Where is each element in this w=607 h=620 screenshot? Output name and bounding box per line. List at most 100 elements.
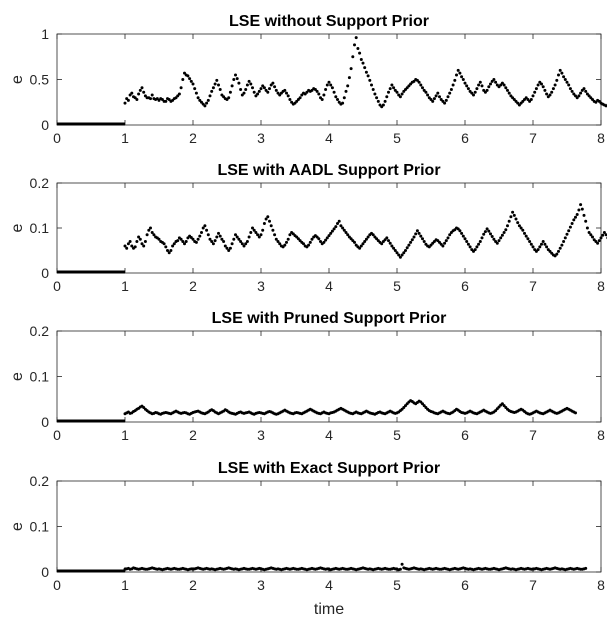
data-point — [217, 83, 220, 87]
data-point — [602, 231, 606, 234]
data-point — [196, 96, 200, 100]
x-tick-label: 1 — [121, 278, 129, 294]
data-point — [227, 249, 231, 252]
y-tick-label: 0 — [41, 117, 49, 133]
data-point — [524, 234, 528, 238]
data-point — [228, 90, 232, 94]
data-point — [506, 88, 509, 92]
data-point — [419, 83, 423, 87]
data-point — [526, 237, 530, 241]
data-point — [473, 90, 477, 94]
x-tick-label: 6 — [461, 577, 469, 593]
chart-title: LSE with AADL Support Prior — [217, 162, 440, 179]
y-tick-label: 0 — [41, 414, 49, 430]
y-tick-label: 0.2 — [30, 473, 50, 489]
data-point — [472, 93, 475, 97]
data-point — [446, 236, 450, 240]
data-point — [574, 215, 577, 219]
data-point — [217, 231, 220, 235]
data-point — [123, 101, 127, 105]
data-point — [562, 75, 566, 79]
data-point — [244, 88, 248, 92]
data-point — [322, 93, 326, 97]
data-point — [545, 245, 549, 249]
data-point — [579, 91, 583, 95]
chart-title: LSE without Support Prior — [229, 13, 429, 30]
data-point — [135, 240, 139, 243]
data-point — [261, 228, 265, 232]
data-point — [538, 245, 542, 249]
data-point — [167, 251, 171, 255]
data-point — [489, 232, 492, 236]
data-point — [528, 240, 532, 243]
data-point — [436, 91, 440, 95]
data-point — [414, 232, 418, 236]
data-point — [536, 248, 540, 252]
data-point — [237, 81, 241, 85]
y-tick-label: 0.1 — [30, 369, 50, 385]
data-point — [400, 92, 404, 96]
data-point — [150, 93, 154, 97]
x-tick-label: 2 — [189, 577, 197, 593]
data-point — [480, 236, 484, 240]
data-point — [373, 92, 377, 96]
data-point — [582, 87, 586, 91]
data-point — [448, 91, 452, 95]
data-point — [366, 74, 370, 78]
data-point — [557, 73, 560, 77]
chart-title: LSE with Pruned Support Prior — [212, 310, 447, 327]
data-point — [332, 227, 336, 231]
data-point — [184, 240, 188, 243]
y-tick-label: 0.2 — [30, 175, 50, 191]
data-point — [286, 94, 290, 98]
data-point — [142, 90, 146, 94]
data-point — [252, 90, 256, 94]
data-point — [580, 207, 584, 211]
data-point — [557, 249, 560, 253]
x-tick-label: 3 — [257, 577, 265, 593]
data-point — [431, 99, 435, 103]
data-point — [177, 92, 181, 96]
data-point — [562, 240, 566, 243]
x-tick-label: 1 — [121, 577, 129, 593]
data-point — [475, 245, 479, 249]
data-point — [368, 78, 372, 82]
data-point — [555, 252, 559, 256]
data-point — [434, 94, 438, 98]
data-point — [266, 215, 270, 219]
data-point — [200, 231, 203, 234]
data-point — [444, 239, 448, 243]
data-point — [172, 242, 176, 246]
data-point — [424, 90, 428, 94]
x-tick-label: 2 — [189, 278, 197, 294]
data-point — [274, 237, 278, 241]
data-point — [558, 68, 562, 72]
y-axis-label: e — [9, 522, 26, 531]
data-point — [285, 240, 288, 244]
data-point — [244, 242, 248, 246]
data-point — [196, 237, 200, 241]
data-point — [455, 73, 458, 77]
x-tick-label: 5 — [393, 130, 401, 146]
data-point — [568, 225, 572, 229]
data-point — [344, 89, 348, 93]
data-point — [485, 88, 489, 92]
data-point — [349, 67, 353, 71]
data-point — [400, 253, 404, 257]
data-point — [271, 228, 275, 232]
data-point — [541, 85, 545, 89]
x-tick-label: 3 — [257, 130, 265, 146]
data-point — [380, 242, 384, 246]
data-point — [341, 101, 345, 105]
data-point — [254, 231, 258, 234]
x-tick-label: 2 — [189, 130, 197, 146]
data-point — [218, 234, 222, 238]
data-point — [278, 242, 282, 246]
data-point — [533, 90, 537, 94]
data-point — [302, 242, 305, 246]
data-point — [315, 89, 319, 93]
data-point — [543, 88, 547, 92]
data-point — [317, 92, 321, 96]
data-point — [181, 240, 185, 243]
data-point — [257, 235, 261, 239]
